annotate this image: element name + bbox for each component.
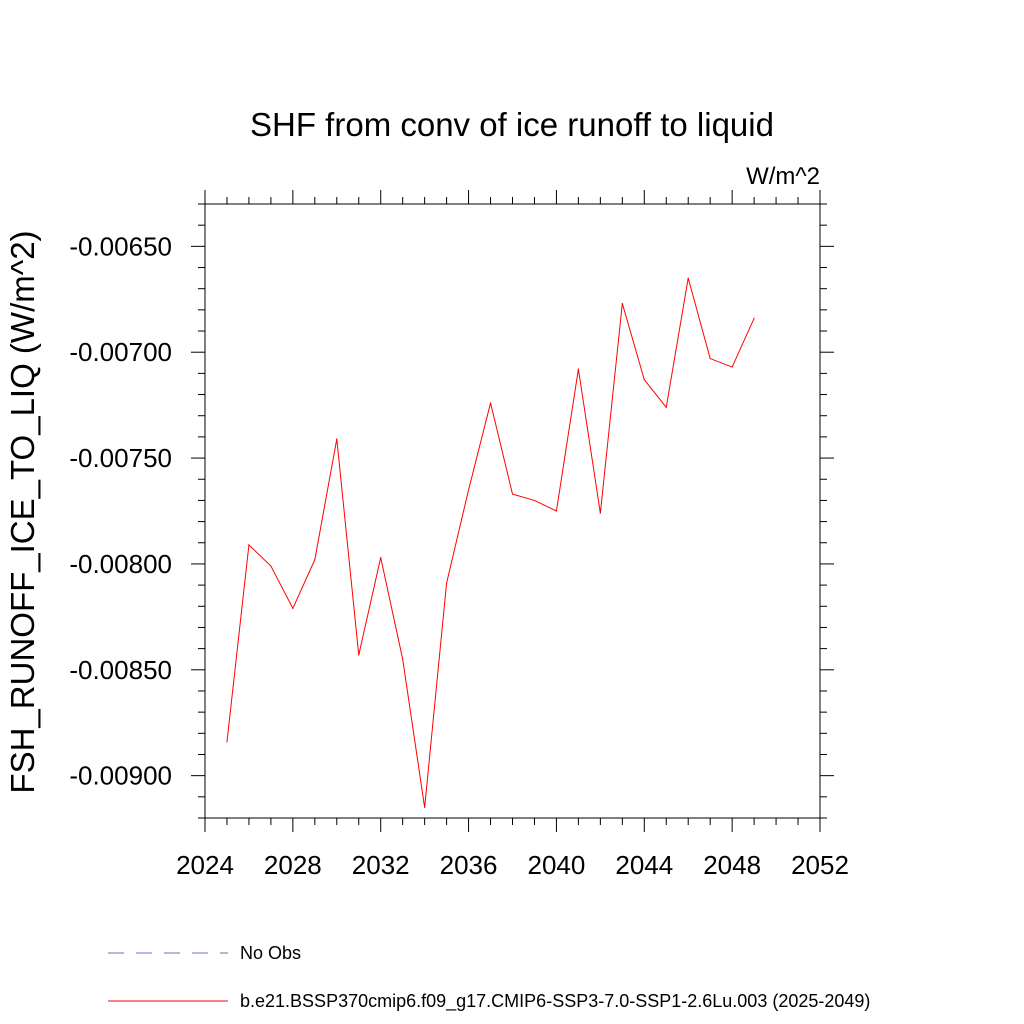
y-tick-label: -0.00850 [69, 655, 172, 685]
x-tick-label: 2032 [352, 850, 410, 880]
y-axis-label: FSH_RUNOFF_ICE_TO_LIQ (W/m^2) [4, 230, 41, 793]
y-tick-label: -0.00750 [69, 443, 172, 473]
data-point [687, 277, 689, 279]
y-tick-labels: -0.00900 -0.00850 -0.00800 -0.00750 -0.00700… [69, 231, 172, 790]
data-point [424, 806, 426, 809]
data-point [270, 565, 272, 567]
data-point [643, 379, 645, 381]
data-point [731, 366, 733, 368]
x-tick-label: 2024 [176, 850, 234, 880]
x-tick-label: 2028 [264, 850, 322, 880]
chart-title: SHF from conv of ice runoff to liquid [250, 106, 774, 143]
data-point [489, 402, 492, 404]
data-point [248, 544, 250, 546]
x-tick-label: 2036 [440, 850, 498, 880]
data-point [599, 512, 601, 514]
data-point [621, 302, 623, 305]
data-point [314, 559, 316, 561]
series-line-0 [226, 277, 755, 808]
legend-label-model-run: b.e21.BSSP370cmip6.f09_g17.CMIP6-SSP3-7.… [240, 991, 870, 1012]
data-point [336, 438, 338, 440]
data-point [511, 493, 514, 495]
data-point [358, 654, 360, 656]
plot-frame [204, 203, 821, 819]
data-point [380, 556, 382, 559]
data-point [753, 317, 755, 319]
data-point [226, 741, 228, 743]
data-point [467, 489, 470, 491]
series-layer [226, 277, 755, 809]
units-label: W/m^2 [746, 163, 820, 190]
data-point [665, 406, 667, 408]
x-tick-label: 2048 [703, 850, 761, 880]
tick-marks [191, 190, 834, 832]
legend-label-no-obs: No Obs [240, 943, 301, 963]
data-point [446, 582, 448, 584]
y-tick-label: -0.00650 [69, 231, 172, 261]
data-point [577, 368, 579, 370]
x-tick-label: 2040 [528, 850, 586, 880]
legend: No Obs b.e21.BSSP370cmip6.f09_g17.CMIP6-… [108, 943, 870, 1012]
data-point [709, 357, 711, 360]
data-point [402, 658, 404, 660]
x-tick-labels: 2024 2028 2032 2036 2040 2044 2048 2052 [176, 850, 849, 880]
y-tick-label: -0.00800 [69, 549, 172, 579]
x-tick-label: 2044 [615, 850, 673, 880]
data-point [292, 607, 294, 609]
data-point [533, 499, 536, 502]
y-tick-label: -0.00700 [69, 337, 172, 367]
x-tick-label: 2052 [791, 850, 849, 880]
data-point [555, 510, 558, 512]
y-tick-label: -0.00900 [69, 761, 172, 791]
